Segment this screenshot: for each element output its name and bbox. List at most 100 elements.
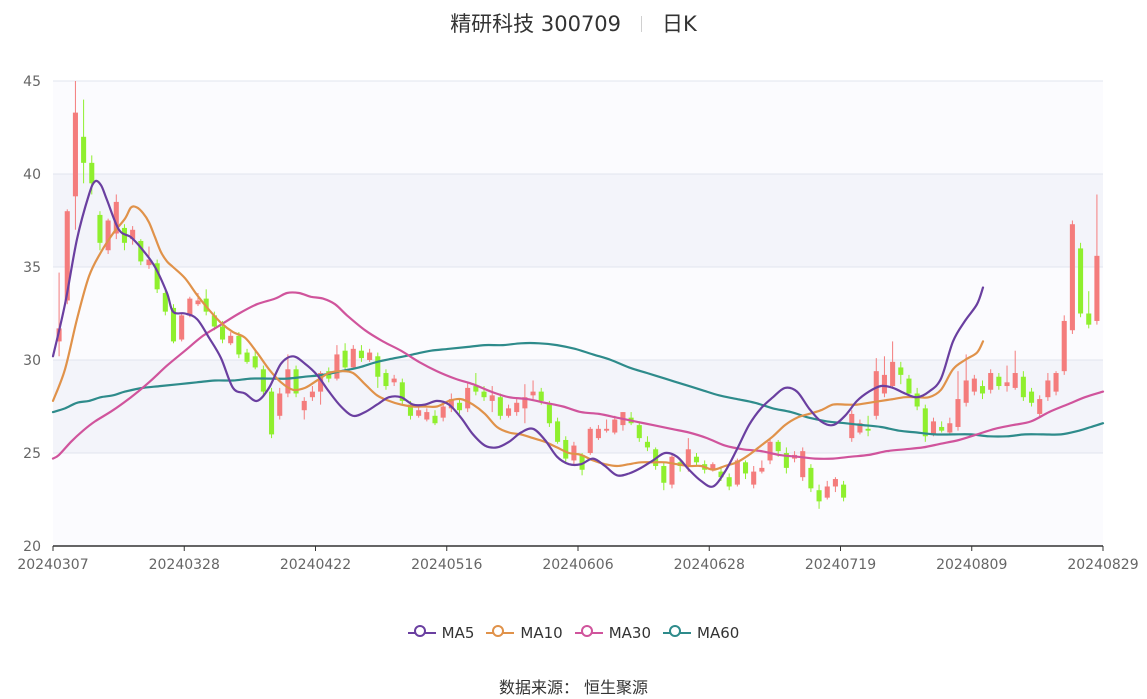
candle-down [742,462,749,474]
candle-down [898,367,904,375]
legend-circle-icon [669,625,682,637]
candle-up [734,460,740,485]
candle-down [1086,313,1092,325]
legend-item-ma10[interactable]: MA10 [486,624,563,642]
candle-up [685,449,691,467]
candle-down [1078,248,1084,314]
candle-up [767,441,773,461]
legend-circle-icon [413,625,426,637]
candle-up [849,413,855,439]
candle-up [105,220,111,251]
candle-up [301,400,307,411]
period-label: 日K [662,12,697,36]
candle-down [538,391,544,401]
candle-up [522,397,528,409]
candle-down [162,293,168,312]
candle-up [391,378,397,383]
candle-down [269,391,275,435]
candle-down [922,408,928,437]
candle-up [988,373,994,390]
legend-label: MA60 [697,624,740,642]
candle-up [72,112,78,197]
candle-down [865,428,871,431]
candle-up [930,421,937,435]
candle-up [1037,399,1043,414]
candle-down [693,456,700,463]
ma60-line [51,341,1105,438]
candle-up [1069,224,1075,331]
candle-down [775,441,781,452]
legend-item-ma5[interactable]: MA5 [407,624,475,642]
legend-label: MA30 [608,624,652,642]
candle-up [604,428,610,431]
candle-down [293,369,299,394]
candle-down [456,402,463,411]
candle-up [179,315,185,340]
candle-down [816,490,822,502]
candle-up [873,371,879,416]
plot-band [53,174,1103,267]
candle-down [546,404,552,424]
candle-up [1012,373,1018,388]
candle-up [113,201,119,234]
candle-up [800,451,806,478]
plot-band [53,360,1103,453]
candle-down [1020,376,1026,398]
candle-up [824,486,830,498]
candle-up [367,352,373,360]
candle-down [399,382,405,401]
candle-up [530,391,536,396]
x-tick-label: 20240719 [805,557,876,573]
candle-down [579,454,585,470]
candle-down [244,352,250,362]
candle-up [424,412,430,420]
legend-item-ma60[interactable]: MA60 [663,624,739,642]
candle-up [751,471,757,485]
candle-down [432,415,438,424]
candle-up [489,395,495,401]
candle-up [669,456,675,485]
legend-marker-icon [486,625,515,637]
candle-down [89,162,95,184]
legend: MA5 MA10 MA30 MA60 [0,620,1147,642]
candle-up [146,259,152,266]
candle-down [563,439,569,459]
candle-up [963,380,969,403]
candle-down [211,315,217,327]
chart-title: 精研科技 300709 [450,12,622,36]
candle-down [260,369,266,392]
legend-label: MA5 [441,624,475,642]
candle-down [219,326,226,340]
x-tick-label: 20240307 [17,557,88,573]
y-tick-label: 40 [23,167,41,183]
candle-up [881,374,887,394]
candle-up [228,335,234,344]
candle-up [1094,255,1100,321]
candle-down [252,356,258,368]
plot-band [53,267,1103,360]
candle-up [1053,373,1059,392]
candle-up [971,378,977,392]
candle-down [808,467,814,489]
candle-up [832,479,838,487]
candle-down [661,466,667,483]
candle-up [309,391,315,398]
y-tick-label: 35 [23,260,41,276]
candle-up [1045,380,1051,398]
plot-band [53,81,1103,174]
candlestick-chart: 45 40 35 30 25 20 20240307 20240328 20240422 2024… [17,74,1138,573]
candle-up [1004,382,1010,387]
candle-up [416,410,422,416]
y-tick-label: 30 [23,353,41,369]
candle-up [440,406,446,418]
candle-up [130,229,136,240]
axes: 45 40 35 30 25 20 20240307 20240328 20240422 2024… [17,74,1138,573]
legend-item-ma30[interactable]: MA30 [574,624,652,642]
candle-down [473,386,479,392]
ma30-line [51,291,1105,460]
candle-up [947,423,953,433]
candle-down [1029,391,1035,403]
candle-down [342,350,348,368]
x-tick-label: 20240628 [674,557,745,573]
candle-up [277,393,283,416]
